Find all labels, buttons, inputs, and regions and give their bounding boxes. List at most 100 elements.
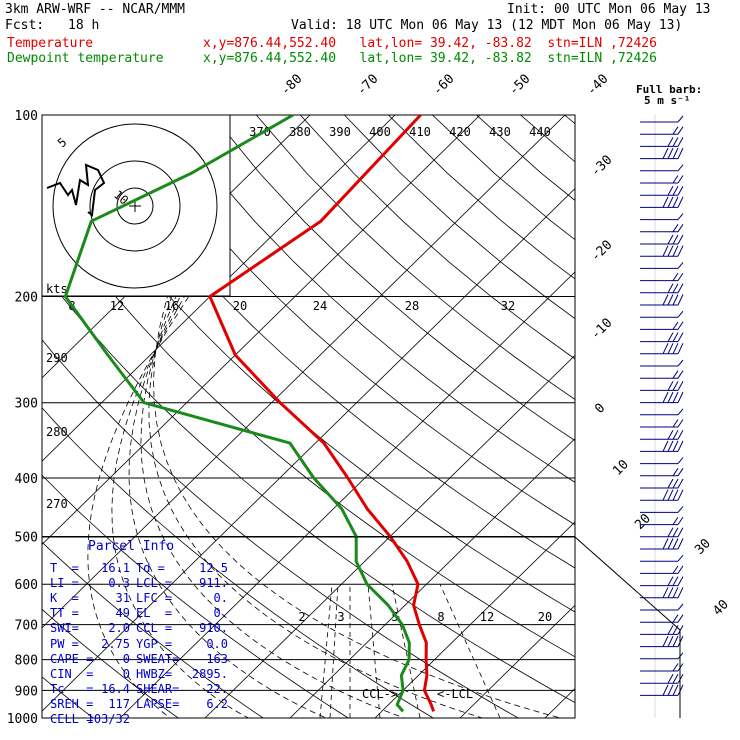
- speed-tick-label: 24: [313, 299, 327, 313]
- pressure-label-100: 100: [15, 109, 38, 124]
- dry-adiabat-350: [123, 115, 575, 526]
- wind-barb-flag: [677, 272, 684, 281]
- isotherm-10: [374, 521, 575, 718]
- parcel-v2: 2895.: [191, 666, 228, 681]
- dry-adiabat-430: [476, 115, 575, 201]
- wind-barb-flag: [667, 635, 674, 647]
- parcel-k1: Tc =: [50, 681, 94, 696]
- parcel-k2: EL =: [136, 606, 173, 621]
- wind-barb-flag: [677, 185, 684, 196]
- parcel-v1: 31: [115, 591, 130, 606]
- wind-barb-flag: [677, 359, 684, 367]
- parcel-v2: 0.: [213, 606, 228, 621]
- wind-barb-flag: [672, 419, 679, 428]
- wind-barb-flag: [677, 603, 684, 611]
- wind-barb-flag: [677, 478, 684, 489]
- mixing-ratio-label: 12: [480, 610, 494, 624]
- wind-barb-flag: [677, 516, 684, 525]
- wind-barb-flag: [677, 213, 684, 220]
- wind-barb-flag: [672, 321, 679, 330]
- speed-tick-label: 16: [165, 299, 179, 313]
- parcel-k1: TT =: [50, 606, 79, 621]
- wind-barb-flag: [662, 147, 669, 159]
- parcel-k2: YGP =: [136, 636, 173, 651]
- moist-adiabat--10: [87, 296, 190, 718]
- wind-barb-flag: [677, 126, 684, 135]
- mixing-ratio-3: [329, 584, 339, 718]
- wind-barb-flag: [662, 635, 669, 647]
- wind-barb-flag: [677, 457, 684, 464]
- isotherm-label: -40: [584, 72, 611, 99]
- wind-barb-flag: [677, 370, 684, 379]
- parcel-info-panel: Parcel Info T = 16.1 Td = 12.5 LI = 0.3 LCL = 9…: [42, 537, 232, 726]
- parcel-row: CAPE = 0 SWEAT= 163: [50, 652, 228, 667]
- wind-barb-flag: [677, 440, 684, 452]
- top-tick-label: 380: [289, 125, 311, 139]
- wind-barb-flag: [667, 185, 674, 196]
- pressure-label-700: 700: [15, 619, 38, 634]
- wind-barb-flag: [677, 538, 684, 550]
- wind-barb-flag: [672, 684, 679, 696]
- wind-barb-flag: [672, 137, 679, 147]
- parcel-v2: 910.: [199, 621, 228, 636]
- wind-barb-flag: [677, 245, 684, 257]
- wind-barb-flag: [667, 576, 674, 586]
- wind-barb-flag: [662, 587, 669, 599]
- top-tick-label: 410: [409, 125, 431, 139]
- wind-barb-flag: [672, 468, 679, 477]
- parcel-v1: 0: [122, 651, 130, 666]
- wind-barb-flag: [672, 538, 679, 550]
- wind-barb-flag: [677, 391, 684, 403]
- wind-barb-flag: [677, 565, 684, 574]
- pressure-label-200: 200: [15, 291, 38, 306]
- parcel-k2: CCL =: [136, 621, 173, 636]
- dry-adiabat-420: [432, 115, 575, 241]
- dry-adiabat-440: [520, 115, 575, 163]
- mixing-ratio-8: [367, 584, 381, 718]
- parcel-row: SREH = 117 LAPSE= 6.2: [50, 697, 228, 712]
- parcel-k2: LCL =: [136, 576, 173, 591]
- parcel-v1: 49: [115, 606, 130, 621]
- parcel-v1: 16.1: [101, 561, 130, 575]
- parcel-v1: 16.4: [101, 681, 130, 696]
- isotherm-label: 10: [610, 457, 632, 479]
- dry-adiabat-340: [79, 115, 575, 569]
- dry-adiabat-label: 270: [46, 497, 68, 511]
- mixing-ratio-12: [391, 584, 421, 718]
- hodograph-units: kts: [46, 282, 68, 296]
- wind-barb-flag: [677, 489, 684, 501]
- wind-barb-flag: [672, 224, 679, 233]
- parcel-row: T = 16.1 Td = 12.5: [50, 561, 228, 576]
- dewpoint-location: x,y=876.44,552.40 lat,lon= 39.42, -83.82…: [203, 51, 657, 66]
- wind-barb-flag: [667, 381, 674, 391]
- wind-barb-flag: [677, 147, 684, 159]
- wind-barb-flag: [672, 283, 679, 294]
- pressure-label-1000: 1000: [7, 712, 38, 727]
- moist-adiabat-40: [153, 296, 562, 718]
- dry-adiabat-290: [42, 407, 434, 718]
- wind-barb-flag: [672, 478, 679, 489]
- wind-barb-flag: [667, 234, 674, 245]
- parcel-row: CIN = 0 HWBZ= 2895.: [50, 667, 228, 682]
- wind-barb-flag: [677, 587, 684, 599]
- forecast-hour: 18 h: [68, 18, 100, 33]
- speed-tick-label: 32: [501, 299, 515, 313]
- wind-barb-flag: [672, 332, 679, 342]
- wind-barb-flag: [672, 175, 679, 184]
- dry-adiabat-330: [42, 123, 575, 613]
- parcel-k1: CELL =: [50, 712, 94, 726]
- dewpoint-line: [63, 115, 411, 713]
- dry-adiabat-370: [211, 115, 575, 442]
- parcel-k1: SWI=: [50, 621, 79, 636]
- wind-barb-flag: [672, 673, 679, 684]
- isotherm-30: [544, 688, 575, 718]
- moist-adiabat-30: [148, 296, 484, 718]
- dry-adiabat-310: [42, 269, 575, 704]
- isotherm-50: [715, 115, 740, 718]
- temperature-legend-label: Temperature: [7, 36, 94, 51]
- wind-barb-flag: [672, 440, 679, 452]
- wind-barb-flag: [677, 262, 684, 269]
- parcel-k1: CAPE =: [50, 651, 94, 666]
- wind-barb-flag: [662, 684, 669, 696]
